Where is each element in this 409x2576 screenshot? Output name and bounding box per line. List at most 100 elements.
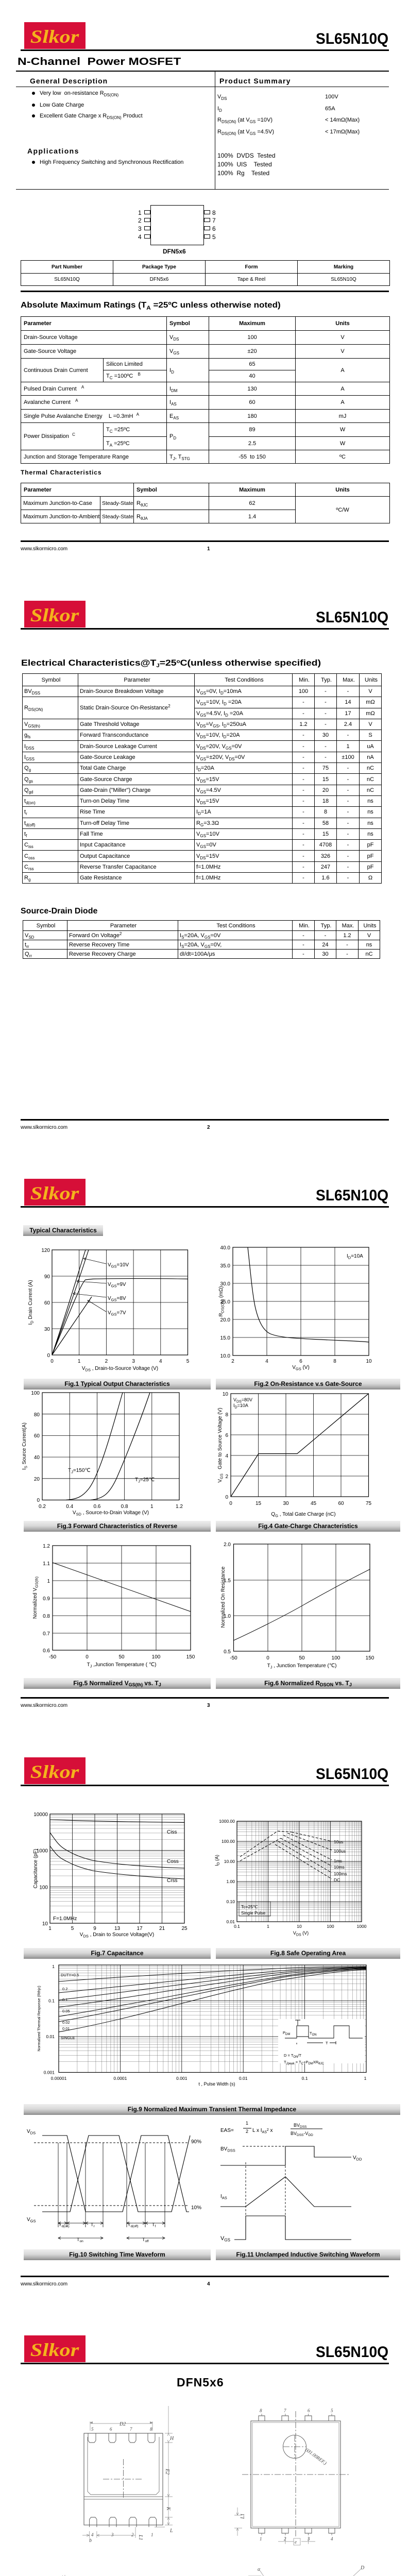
svg-text:TJpeak = TC+PDMXRθJC: TJpeak = TC+PDMXRθJC — [284, 2060, 324, 2065]
svg-text:0: 0 — [37, 1498, 40, 1503]
svg-text:2: 2 — [105, 1359, 108, 1364]
svg-text:b: b — [89, 2538, 92, 2544]
svg-text:0.9: 0.9 — [43, 1596, 50, 1602]
svg-text:VDS: VDS — [27, 2129, 36, 2136]
svg-text:1.0: 1.0 — [224, 1614, 231, 1619]
svg-text:Single Pulse: Single Pulse — [241, 1910, 266, 1916]
svg-text:ID (A): ID (A) — [214, 1855, 220, 1866]
svg-text:0.1: 0.1 — [234, 1924, 240, 1929]
svg-text:Normalized Thermal Response (R: Normalized Thermal Response (Rthjc) — [37, 1986, 41, 2052]
svg-text:10.00: 10.00 — [224, 1859, 235, 1864]
svg-text:BVDSS-VDD: BVDSS-VDD — [291, 2131, 313, 2137]
svg-text:0.6: 0.6 — [43, 1648, 50, 1654]
svg-text:120: 120 — [41, 1248, 50, 1253]
svg-text:α: α — [258, 2567, 261, 2572]
svg-text:1: 1 — [48, 1926, 52, 1931]
svg-text:2: 2 — [225, 1474, 228, 1480]
svg-text:1: 1 — [246, 2121, 248, 2126]
svg-text:30: 30 — [44, 1327, 50, 1332]
svg-text:0.01: 0.01 — [239, 2076, 248, 2081]
svg-text:VDS (V): VDS (V) — [293, 1930, 309, 1937]
svg-text:1000: 1000 — [357, 1924, 367, 1929]
svg-text:50: 50 — [118, 1654, 125, 1660]
svg-text:4: 4 — [91, 2532, 94, 2537]
svg-text:10%: 10% — [191, 2205, 201, 2211]
svg-text:30: 30 — [283, 1501, 289, 1506]
svg-text:0.02: 0.02 — [62, 2020, 70, 2025]
svg-text:80: 80 — [34, 1412, 40, 1418]
svg-text:25.0: 25.0 — [220, 1299, 231, 1305]
svg-text:L1: L1 — [138, 2534, 143, 2540]
svg-text:SINGLE: SINGLE — [61, 2036, 75, 2040]
svg-text:15: 15 — [255, 1501, 262, 1506]
svg-text:3: 3 — [111, 2532, 114, 2537]
svg-text:0.01: 0.01 — [62, 2026, 70, 2031]
svg-text:100ms: 100ms — [334, 1871, 347, 1876]
svg-text:150: 150 — [186, 1654, 195, 1660]
svg-text:75: 75 — [366, 1501, 372, 1506]
svg-text:20: 20 — [34, 1477, 40, 1482]
svg-text:(Ø1.00REF.): (Ø1.00REF.) — [304, 2447, 328, 2466]
svg-text:T: T — [326, 2041, 328, 2045]
svg-text:7: 7 — [284, 2408, 286, 2413]
svg-text:0.2: 0.2 — [39, 1504, 46, 1510]
svg-text:L x IAS2 x: L x IAS2 x — [252, 2128, 273, 2134]
svg-text:0.2: 0.2 — [62, 1987, 67, 1991]
svg-text:1.2: 1.2 — [176, 1504, 183, 1510]
svg-text:3: 3 — [132, 1359, 135, 1364]
svg-text:3: 3 — [307, 2536, 310, 2541]
svg-text:60: 60 — [34, 1433, 40, 1439]
svg-text:9: 9 — [93, 1926, 96, 1931]
svg-text:K: K — [165, 2506, 171, 2511]
svg-text:40.0: 40.0 — [220, 1245, 231, 1251]
svg-text:8: 8 — [150, 2427, 152, 2432]
svg-text:VSD , Source-to-Drain Voltage: VSD , Source-to-Drain Voltage (V) — [73, 1510, 149, 1517]
svg-text:Normalized On Resistance: Normalized On Resistance — [220, 1566, 226, 1628]
svg-text:7: 7 — [130, 2427, 132, 2432]
svg-text:DUTY=0.5: DUTY=0.5 — [61, 1973, 79, 1977]
svg-text:6: 6 — [308, 2408, 310, 2413]
svg-text:0.8: 0.8 — [43, 1614, 50, 1619]
svg-text:D: D — [360, 2565, 365, 2571]
svg-text:60: 60 — [338, 1501, 344, 1506]
svg-text:L1: L1 — [240, 2513, 246, 2519]
svg-text:H: H — [169, 2436, 174, 2442]
svg-text:35.0: 35.0 — [220, 1263, 231, 1269]
svg-text:4: 4 — [265, 1359, 268, 1364]
svg-text:5: 5 — [91, 2427, 94, 2432]
svg-text:TJ=150℃: TJ=150℃ — [68, 1468, 91, 1475]
svg-text:2: 2 — [284, 2536, 286, 2541]
svg-text:1: 1 — [364, 2076, 367, 2081]
svg-text:ID=10A: ID=10A — [347, 1253, 363, 1260]
svg-text:21: 21 — [159, 1926, 165, 1931]
svg-text:6: 6 — [225, 1433, 228, 1438]
svg-text:0: 0 — [47, 1353, 50, 1359]
svg-text:VGS=7V: VGS=7V — [108, 1310, 126, 1317]
svg-text:0.1: 0.1 — [62, 1997, 67, 2002]
svg-text:0.0001: 0.0001 — [113, 2076, 127, 2081]
svg-text:2.0: 2.0 — [224, 1542, 231, 1548]
svg-text:VGS=8V: VGS=8V — [108, 1296, 126, 1302]
svg-text:0.1: 0.1 — [48, 1998, 55, 2004]
svg-text:VGS: VGS — [27, 2217, 36, 2224]
svg-text:VGS Gate to Source Voltage (: VGS Gate to Source Voltage (V) — [217, 1408, 224, 1482]
svg-text:1: 1 — [150, 1504, 154, 1510]
svg-text:0.6: 0.6 — [93, 1504, 100, 1510]
svg-text:4: 4 — [159, 1359, 162, 1364]
svg-text:6: 6 — [299, 1359, 302, 1364]
svg-text:ID Drain Current (A): ID Drain Current (A) — [28, 1280, 35, 1325]
svg-text:-50: -50 — [230, 1655, 237, 1661]
svg-text:DC: DC — [334, 1877, 340, 1883]
svg-text:10: 10 — [297, 1924, 302, 1929]
svg-text:D = TON/T: D = TON/T — [284, 2053, 302, 2059]
svg-text:e: e — [295, 2539, 297, 2545]
svg-text:EAS=: EAS= — [220, 2128, 234, 2133]
svg-text:0.10: 0.10 — [226, 1899, 235, 1904]
svg-text:VGS=9V: VGS=9V — [108, 1282, 126, 1289]
svg-text:100: 100 — [39, 1885, 48, 1890]
svg-text:E2: E2 — [164, 2468, 170, 2475]
svg-text:30.0: 30.0 — [220, 1281, 231, 1287]
svg-text:0.001: 0.001 — [176, 2076, 188, 2081]
svg-text:TON: TON — [310, 2031, 317, 2037]
svg-text:0: 0 — [225, 1495, 228, 1500]
